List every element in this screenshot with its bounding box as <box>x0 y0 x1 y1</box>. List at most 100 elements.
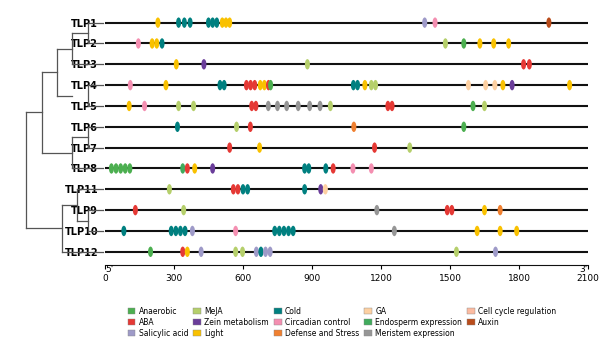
Ellipse shape <box>227 18 232 28</box>
Ellipse shape <box>257 142 262 153</box>
Ellipse shape <box>127 163 133 174</box>
Ellipse shape <box>482 205 487 215</box>
Ellipse shape <box>323 163 328 174</box>
Ellipse shape <box>263 247 268 257</box>
Ellipse shape <box>241 184 245 194</box>
Ellipse shape <box>202 59 206 70</box>
Ellipse shape <box>449 205 454 215</box>
Ellipse shape <box>169 226 174 236</box>
Ellipse shape <box>296 101 301 111</box>
Ellipse shape <box>306 163 311 174</box>
Ellipse shape <box>182 226 188 236</box>
Ellipse shape <box>154 38 159 49</box>
Ellipse shape <box>121 226 127 236</box>
Ellipse shape <box>268 80 273 90</box>
Ellipse shape <box>254 247 259 257</box>
Ellipse shape <box>233 247 238 257</box>
Ellipse shape <box>369 163 374 174</box>
Ellipse shape <box>268 247 272 257</box>
Ellipse shape <box>221 80 227 90</box>
Ellipse shape <box>163 80 169 90</box>
Ellipse shape <box>331 163 335 174</box>
Ellipse shape <box>178 226 183 236</box>
Ellipse shape <box>478 38 482 49</box>
Ellipse shape <box>266 80 271 90</box>
Ellipse shape <box>252 80 257 90</box>
Ellipse shape <box>155 18 160 28</box>
Ellipse shape <box>493 247 498 257</box>
Ellipse shape <box>176 18 181 28</box>
Ellipse shape <box>493 80 497 90</box>
Ellipse shape <box>188 18 193 28</box>
Ellipse shape <box>191 101 196 111</box>
Ellipse shape <box>175 122 180 132</box>
Ellipse shape <box>352 122 356 132</box>
Ellipse shape <box>374 205 379 215</box>
Ellipse shape <box>290 226 296 236</box>
Ellipse shape <box>286 226 291 236</box>
Text: 3': 3' <box>580 265 588 274</box>
Ellipse shape <box>461 122 466 132</box>
Ellipse shape <box>328 101 333 111</box>
Ellipse shape <box>466 80 471 90</box>
Ellipse shape <box>373 80 378 90</box>
Ellipse shape <box>223 18 229 28</box>
Ellipse shape <box>180 247 185 257</box>
Ellipse shape <box>355 80 360 90</box>
Ellipse shape <box>258 80 263 90</box>
Ellipse shape <box>305 59 310 70</box>
Ellipse shape <box>214 18 220 28</box>
Ellipse shape <box>445 205 450 215</box>
Ellipse shape <box>190 226 195 236</box>
Ellipse shape <box>149 38 155 49</box>
Ellipse shape <box>227 142 232 153</box>
Ellipse shape <box>509 80 515 90</box>
Ellipse shape <box>323 184 328 194</box>
Ellipse shape <box>369 80 374 90</box>
Ellipse shape <box>392 226 397 236</box>
Ellipse shape <box>253 101 259 111</box>
Ellipse shape <box>514 226 519 236</box>
Ellipse shape <box>160 38 164 49</box>
Ellipse shape <box>277 226 282 236</box>
Ellipse shape <box>275 101 280 111</box>
Ellipse shape <box>233 226 238 236</box>
Ellipse shape <box>185 163 190 174</box>
Ellipse shape <box>173 226 178 236</box>
Ellipse shape <box>461 38 466 49</box>
Ellipse shape <box>302 184 307 194</box>
Ellipse shape <box>350 163 355 174</box>
Ellipse shape <box>148 247 153 257</box>
Ellipse shape <box>491 38 496 49</box>
Ellipse shape <box>433 18 437 28</box>
Ellipse shape <box>136 38 141 49</box>
Ellipse shape <box>182 18 187 28</box>
Ellipse shape <box>259 247 263 257</box>
Ellipse shape <box>231 184 236 194</box>
Ellipse shape <box>133 205 138 215</box>
Ellipse shape <box>497 226 503 236</box>
Ellipse shape <box>475 226 479 236</box>
Ellipse shape <box>234 122 239 132</box>
Ellipse shape <box>181 205 186 215</box>
Ellipse shape <box>443 38 448 49</box>
Text: 5': 5' <box>105 265 113 274</box>
Ellipse shape <box>284 101 289 111</box>
Ellipse shape <box>118 163 123 174</box>
Ellipse shape <box>176 101 181 111</box>
Ellipse shape <box>483 80 488 90</box>
Ellipse shape <box>422 18 427 28</box>
Ellipse shape <box>527 59 532 70</box>
Ellipse shape <box>547 18 551 28</box>
Ellipse shape <box>180 163 185 174</box>
Ellipse shape <box>351 80 356 90</box>
Ellipse shape <box>248 80 253 90</box>
Ellipse shape <box>567 80 572 90</box>
Ellipse shape <box>307 101 312 111</box>
Ellipse shape <box>109 163 114 174</box>
Ellipse shape <box>407 142 412 153</box>
Ellipse shape <box>262 80 267 90</box>
Ellipse shape <box>113 163 119 174</box>
Ellipse shape <box>199 247 203 257</box>
Ellipse shape <box>192 163 197 174</box>
